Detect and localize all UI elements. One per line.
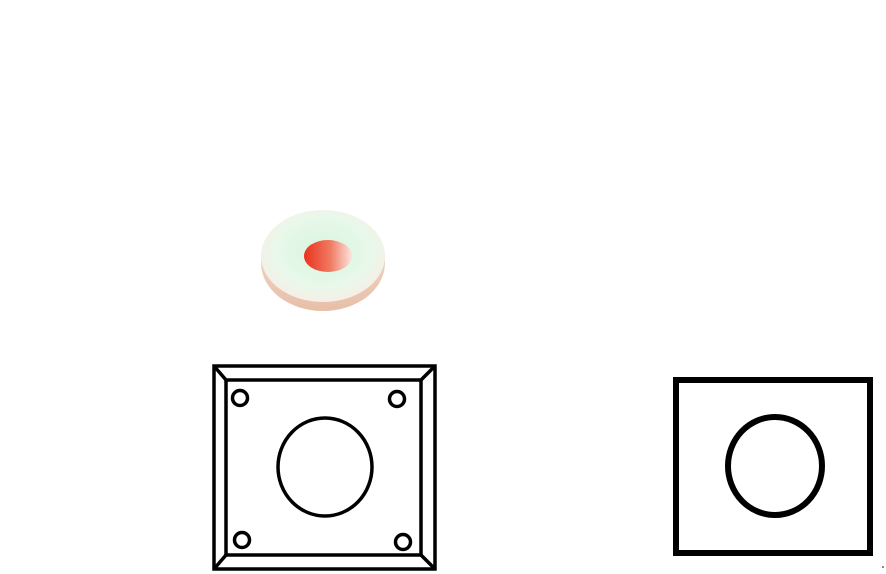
- disc: [261, 210, 385, 311]
- plate-outer: [212, 364, 437, 571]
- plate-bevel: [419, 364, 437, 382]
- dot: [882, 566, 884, 568]
- plate-bevel: [212, 553, 228, 571]
- plate-inner: [224, 378, 423, 557]
- plate-hole: [276, 416, 374, 518]
- plate-bevel: [212, 364, 228, 382]
- simple-plate-frame: [673, 377, 873, 556]
- screw-hole: [230, 388, 250, 408]
- simple-plate: [673, 377, 873, 556]
- screw-hole: [387, 389, 407, 409]
- screw-hole: [393, 532, 413, 552]
- plate-bevel: [419, 553, 437, 571]
- simple-plate-hole: [725, 414, 825, 518]
- screw-hole: [232, 530, 252, 550]
- mount-plate: [212, 364, 437, 571]
- disc-spot: [304, 240, 352, 272]
